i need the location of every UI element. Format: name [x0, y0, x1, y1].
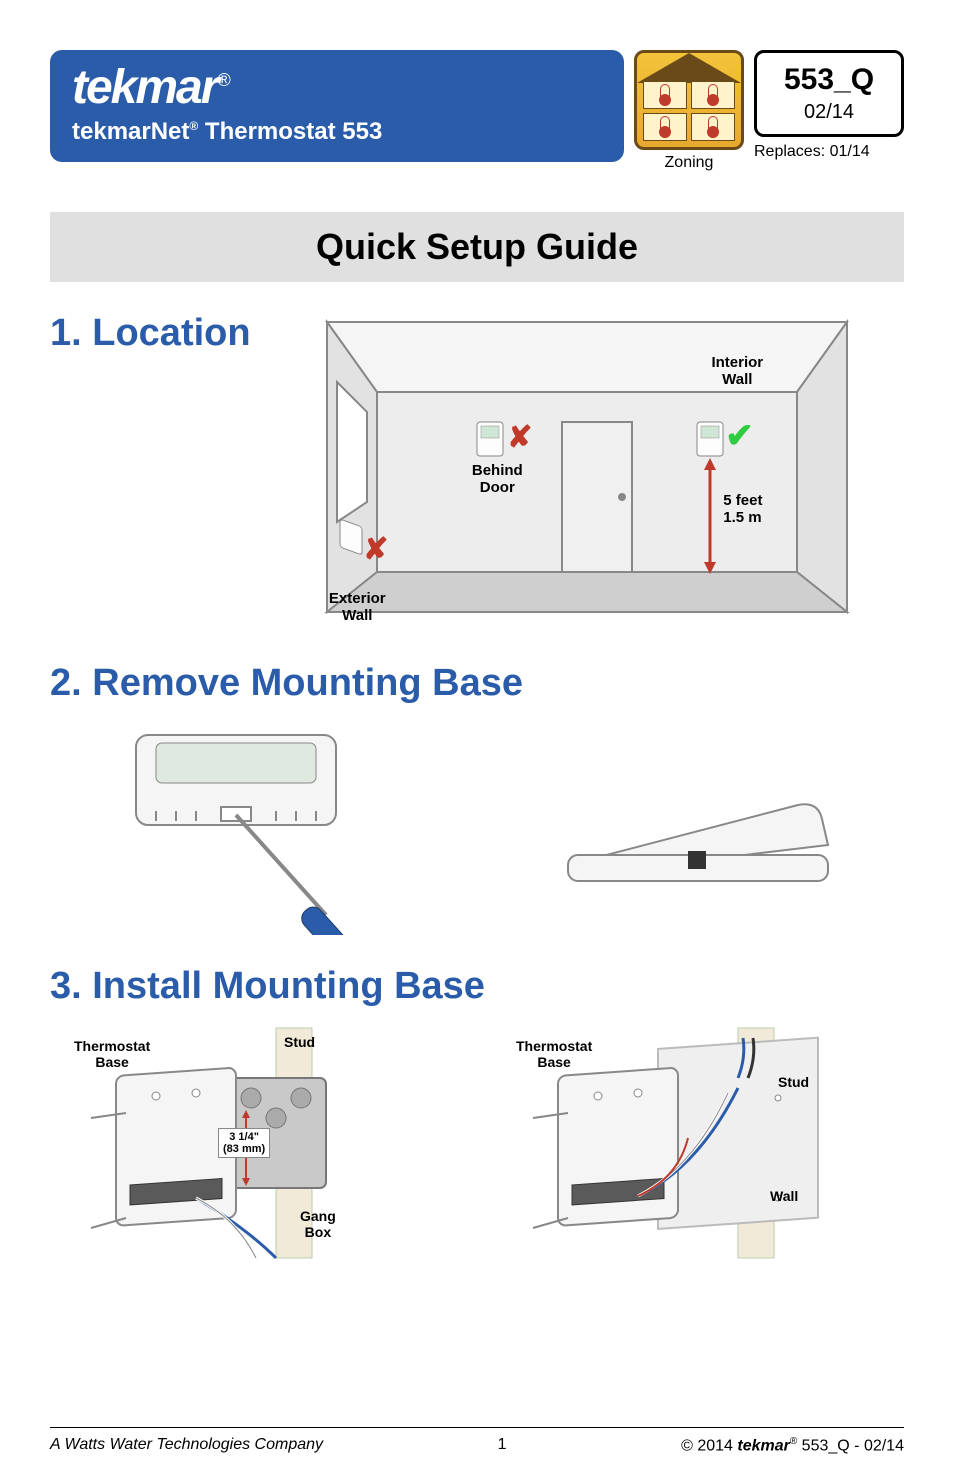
- zoning-column: Zoning: [634, 50, 744, 172]
- brand-text: tekmar: [72, 61, 217, 114]
- docid-column: 553_Q 02/14 Replaces: 01/14: [754, 50, 904, 161]
- brand-subtitle: tekmarNet® Thermostat 553: [72, 118, 602, 146]
- footer: A Watts Water Technologies Company 1 © 2…: [50, 1427, 904, 1455]
- label-exterior-wall: Exterior Wall: [317, 590, 397, 624]
- section-install-base: 3. Install Mounting Base: [50, 965, 904, 1278]
- brand-sub-rest: Thermostat 553: [198, 118, 382, 145]
- header: tekmar® tekmarNet® Thermostat 553 Zoning…: [50, 50, 904, 172]
- page-title: Quick Setup Guide: [50, 212, 904, 282]
- label-dimension: 3 1/4" (83 mm): [218, 1128, 270, 1158]
- docid-box: 553_Q 02/14: [754, 50, 904, 137]
- zoning-label: Zoning: [634, 154, 744, 172]
- section3-heading: 3. Install Mounting Base: [50, 965, 904, 1008]
- footer-page: 1: [498, 1436, 507, 1454]
- footer-company: A Watts Water Technologies Company: [50, 1436, 323, 1454]
- footer-suffix: 553_Q - 02/14: [797, 1437, 904, 1454]
- section-location: 1. Location: [50, 312, 904, 632]
- fig-screwdriver: [50, 715, 462, 935]
- brand-reg: ®: [217, 70, 228, 90]
- copyright-prefix: © 2014: [681, 1437, 737, 1454]
- label-thermostat-base: Thermostat Base: [74, 1038, 150, 1070]
- label-wall: Wall: [770, 1188, 798, 1204]
- label-behind-door: Behind Door: [457, 462, 537, 496]
- section2-heading: 2. Remove Mounting Base: [50, 662, 904, 705]
- doc-id: 553_Q: [771, 63, 887, 97]
- x-mark-icon: ✘: [507, 420, 532, 455]
- section1-heading: 1. Location: [50, 312, 251, 355]
- height-m: 1.5 m: [723, 509, 761, 526]
- check-mark-icon: ✔: [725, 416, 754, 456]
- label-interior-wall: Interior Wall: [697, 354, 777, 388]
- room-diagram: ✘ ✘ ✔ Interior Wall Behind Door Exterior…: [307, 312, 867, 632]
- fig-gangbox-mount: Thermostat Base Stud Gang Box 3 1/4" (83…: [50, 1018, 462, 1278]
- brand-sub-reg: ®: [189, 119, 198, 133]
- brand-sub-prefix: tekmarNet: [72, 118, 189, 145]
- label-stud-2: Stud: [778, 1074, 809, 1090]
- x-mark-icon: ✘: [363, 532, 388, 567]
- label-height: 5 feet 1.5 m: [723, 492, 793, 526]
- doc-date: 02/14: [771, 101, 887, 124]
- height-ft: 5 feet: [723, 492, 762, 509]
- brand-box: tekmar® tekmarNet® Thermostat 553: [50, 50, 624, 162]
- label-gang-box: Gang Box: [300, 1208, 336, 1240]
- label-stud: Stud: [284, 1034, 315, 1050]
- fig-pry-open: [492, 715, 904, 935]
- replaces-label: Replaces: 01/14: [754, 143, 904, 161]
- fig-wall-mount: Thermostat Base Stud Wall: [492, 1018, 904, 1278]
- section-remove-base: 2. Remove Mounting Base: [50, 662, 904, 935]
- brand-logo: tekmar®: [72, 64, 602, 112]
- label-thermostat-base-2: Thermostat Base: [516, 1038, 592, 1070]
- footer-copyright: © 2014 tekmar® 553_Q - 02/14: [681, 1436, 904, 1455]
- footer-brand: tekmar: [737, 1437, 789, 1454]
- zoning-house-icon: [634, 50, 744, 150]
